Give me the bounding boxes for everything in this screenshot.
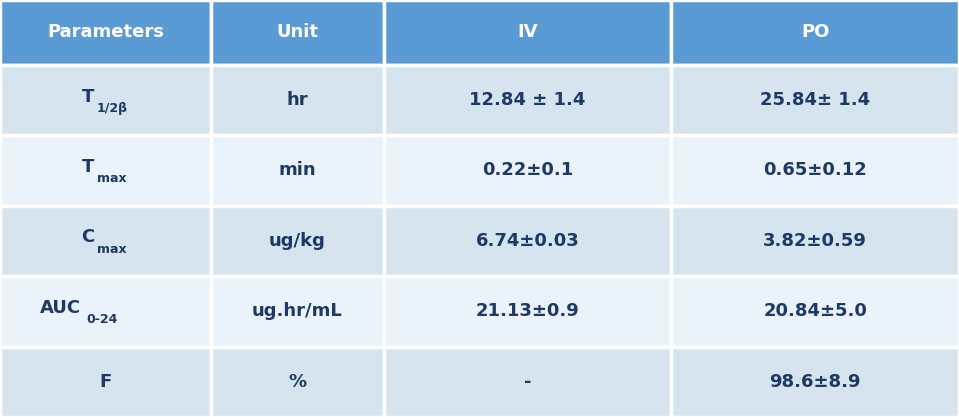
Bar bbox=[0, 347, 211, 417]
Bar bbox=[384, 65, 671, 135]
Bar bbox=[0, 65, 211, 135]
Text: Parameters: Parameters bbox=[47, 23, 164, 41]
Bar bbox=[0, 276, 211, 347]
Text: 6.74±0.03: 6.74±0.03 bbox=[476, 232, 579, 250]
Bar bbox=[384, 206, 671, 276]
Text: F: F bbox=[100, 373, 111, 391]
Bar bbox=[384, 0, 671, 65]
Bar bbox=[211, 347, 384, 417]
Text: 12.84 ± 1.4: 12.84 ± 1.4 bbox=[469, 91, 586, 109]
Text: max: max bbox=[97, 243, 127, 256]
Bar bbox=[0, 135, 211, 206]
Bar bbox=[384, 347, 671, 417]
Text: 0.65±0.12: 0.65±0.12 bbox=[763, 161, 867, 179]
Text: 0-24: 0-24 bbox=[86, 313, 118, 326]
Bar bbox=[671, 206, 959, 276]
Text: ug.hr/mL: ug.hr/mL bbox=[252, 302, 342, 320]
Text: 21.13±0.9: 21.13±0.9 bbox=[476, 302, 579, 320]
Text: T: T bbox=[82, 158, 94, 176]
Text: 1/2β: 1/2β bbox=[97, 102, 128, 115]
Bar bbox=[211, 276, 384, 347]
Text: IV: IV bbox=[517, 23, 538, 41]
Bar bbox=[0, 0, 211, 65]
Text: hr: hr bbox=[287, 91, 308, 109]
Bar bbox=[671, 0, 959, 65]
Text: max: max bbox=[97, 172, 127, 185]
Text: 20.84±5.0: 20.84±5.0 bbox=[763, 302, 867, 320]
Text: -: - bbox=[524, 373, 531, 391]
Text: 0.22±0.1: 0.22±0.1 bbox=[481, 161, 573, 179]
Bar bbox=[211, 206, 384, 276]
Bar bbox=[671, 65, 959, 135]
Text: PO: PO bbox=[801, 23, 830, 41]
Text: %: % bbox=[289, 373, 306, 391]
Bar bbox=[211, 135, 384, 206]
Text: T: T bbox=[82, 88, 94, 106]
Bar bbox=[671, 347, 959, 417]
Text: 25.84± 1.4: 25.84± 1.4 bbox=[760, 91, 870, 109]
Bar bbox=[211, 0, 384, 65]
Text: AUC: AUC bbox=[40, 299, 82, 317]
Text: Unit: Unit bbox=[276, 23, 318, 41]
Text: 98.6±8.9: 98.6±8.9 bbox=[769, 373, 861, 391]
Text: ug/kg: ug/kg bbox=[269, 232, 326, 250]
Text: min: min bbox=[278, 161, 316, 179]
Bar bbox=[671, 135, 959, 206]
Bar bbox=[211, 65, 384, 135]
Bar bbox=[384, 276, 671, 347]
Bar bbox=[671, 276, 959, 347]
Text: 3.82±0.59: 3.82±0.59 bbox=[763, 232, 867, 250]
Bar bbox=[0, 206, 211, 276]
Bar bbox=[384, 135, 671, 206]
Text: C: C bbox=[81, 229, 94, 246]
